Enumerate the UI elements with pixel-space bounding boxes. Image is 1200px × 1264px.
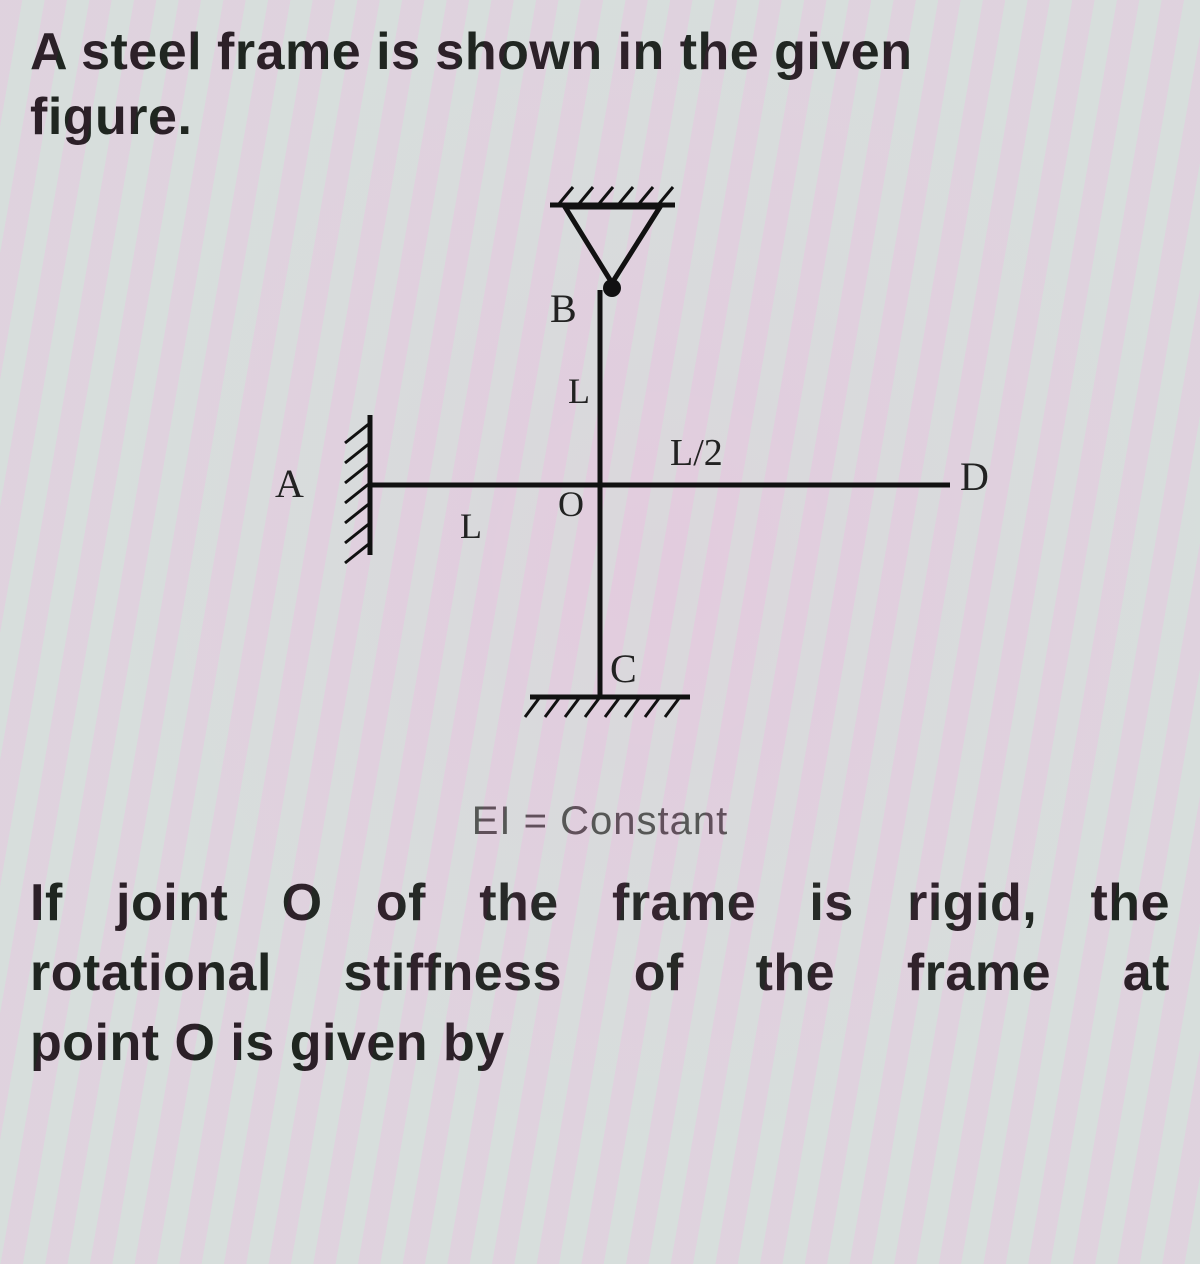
intro-line-2: figure. xyxy=(30,85,1170,150)
node-C-label: C xyxy=(610,645,637,692)
intro-line-1: A steel frame is shown in the given xyxy=(30,20,1170,85)
length-OD-label: L/2 xyxy=(670,431,723,475)
node-B-label: B xyxy=(550,285,577,332)
node-O-label: O xyxy=(558,483,584,525)
page: A steel frame is shown in the given figu… xyxy=(0,0,1200,1264)
question-text: If joint O of the frame is rigid, the ro… xyxy=(30,868,1170,1079)
length-OB-label: L xyxy=(568,370,590,412)
node-D-label: D xyxy=(960,453,989,500)
length-OA-label: L xyxy=(460,505,482,547)
ei-constant: EI = Constant xyxy=(30,799,1170,844)
q-line-1: If joint O of the frame is rigid, the xyxy=(30,868,1170,938)
frame-diagram: A B C D O L L L/2 xyxy=(170,175,1030,795)
q-line-2: rotational stiffness of the frame at xyxy=(30,938,1170,1008)
question-intro: A steel frame is shown in the given figu… xyxy=(30,20,1170,150)
q-line-3: point O is given by xyxy=(30,1008,1170,1078)
node-A-label: A xyxy=(275,460,304,507)
